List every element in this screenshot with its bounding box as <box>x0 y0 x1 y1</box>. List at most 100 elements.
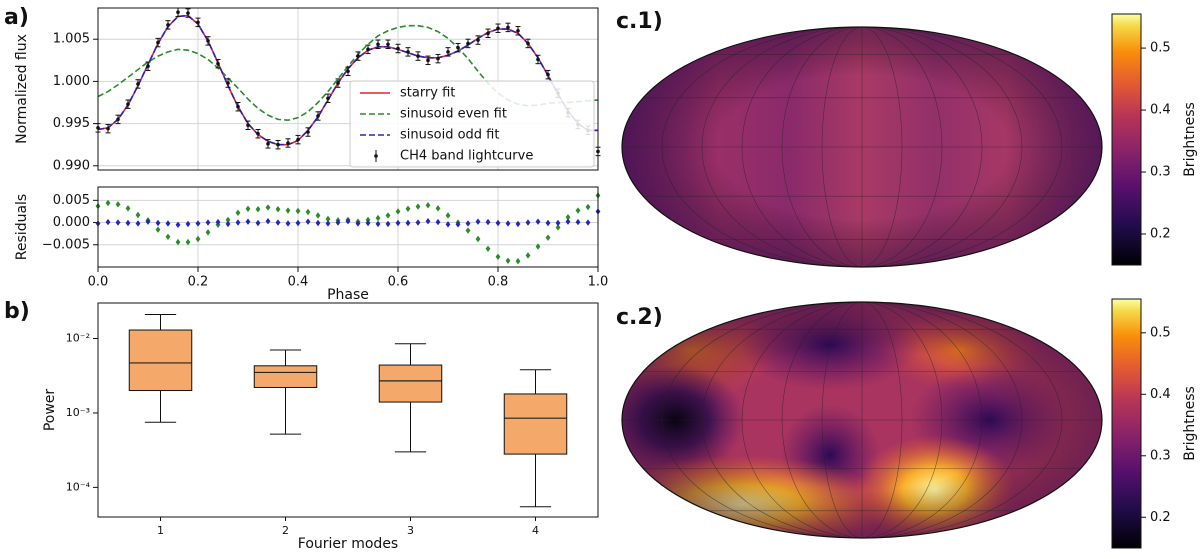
colorbar-tick-label: 0.4 <box>1150 103 1171 118</box>
colorbar-tick-label: 0.5 <box>1150 41 1171 56</box>
error-point <box>545 69 551 80</box>
point <box>536 57 540 62</box>
point <box>476 38 480 42</box>
residual-point <box>105 199 111 207</box>
error-point <box>325 93 331 103</box>
residual-point <box>495 253 501 260</box>
point <box>196 20 200 25</box>
error-point <box>525 38 531 49</box>
point <box>126 102 130 106</box>
error-point <box>475 35 481 45</box>
residual-point <box>415 203 421 210</box>
point <box>426 58 430 63</box>
residual-point <box>215 218 221 226</box>
residual-point <box>365 219 371 227</box>
panel-label: b) <box>4 299 30 324</box>
map <box>622 27 1102 267</box>
error-point <box>365 44 371 55</box>
error-point <box>215 58 221 69</box>
residual-point <box>105 218 111 226</box>
residual-point <box>345 218 351 225</box>
point <box>336 81 340 85</box>
residual-point <box>295 207 301 215</box>
point <box>116 117 120 122</box>
legend-label: CH4 band lightcurve <box>400 149 533 164</box>
residual-point <box>465 227 471 234</box>
residual-point <box>115 201 121 208</box>
residual-point <box>265 218 271 225</box>
residual-point <box>195 220 201 227</box>
residual-point <box>225 220 231 228</box>
y-axis-label: Power <box>42 389 58 432</box>
error-point <box>265 139 271 149</box>
residual-point <box>265 204 271 211</box>
x-tick-label: 0.6 <box>388 275 409 290</box>
residual-point <box>545 234 551 241</box>
residual-point <box>125 219 131 227</box>
error-point <box>455 42 461 53</box>
error-point <box>485 28 491 39</box>
error-point <box>175 7 181 17</box>
y-tick-label: 0.995 <box>53 116 90 131</box>
residual-point <box>395 208 401 215</box>
residual-point <box>535 243 541 250</box>
box <box>503 393 568 455</box>
box <box>378 364 443 403</box>
plot-frame <box>97 186 599 268</box>
residual-point <box>175 238 181 246</box>
point <box>486 31 490 36</box>
residual-point <box>135 211 141 219</box>
residual-point <box>325 220 331 227</box>
error-point <box>155 37 161 48</box>
point <box>346 69 350 74</box>
y-axis-label: Normalized flux <box>14 34 30 144</box>
error-point <box>295 134 301 145</box>
error-point <box>145 61 151 71</box>
point <box>366 47 370 52</box>
residual-point <box>555 219 561 227</box>
box <box>253 365 318 388</box>
point <box>296 137 300 142</box>
point <box>186 11 190 15</box>
map-outline <box>621 301 1103 539</box>
point <box>206 39 210 43</box>
colorbar-tick-label: 0.2 <box>1150 510 1171 525</box>
residual-point <box>195 235 201 243</box>
point <box>276 142 280 147</box>
error-point <box>505 22 511 33</box>
residual-point <box>255 219 261 227</box>
residual-point <box>455 221 461 228</box>
error-point <box>225 78 231 88</box>
point <box>316 114 320 118</box>
residual-point <box>535 218 541 225</box>
point <box>106 126 110 131</box>
colorbar-tick-label: 0.2 <box>1150 227 1171 242</box>
residual-point <box>355 220 361 227</box>
point <box>506 25 510 30</box>
colorbar-tick-label: 0.3 <box>1150 165 1171 180</box>
error-point <box>435 53 441 64</box>
residual-point <box>155 226 161 233</box>
legend-label: sinusoid odd fit <box>400 128 499 143</box>
map-outline <box>621 26 1103 268</box>
point <box>176 10 180 15</box>
residual-point <box>505 257 511 264</box>
legend-swatch <box>374 154 378 158</box>
residual-point <box>475 235 481 243</box>
point <box>526 41 530 46</box>
residual-point <box>515 258 521 265</box>
point <box>256 131 260 136</box>
x-tick-label: 0.8 <box>488 275 509 290</box>
residual-point <box>395 219 401 227</box>
residual-point <box>185 220 191 228</box>
error-point <box>245 120 251 130</box>
residual-point <box>565 218 571 225</box>
y-tick-label: 0.990 <box>53 158 90 173</box>
error-point <box>415 51 421 61</box>
error-point <box>305 127 311 137</box>
point <box>356 54 360 58</box>
point <box>516 28 520 33</box>
residual-point <box>545 219 551 227</box>
y-tick-label: 10⁻³ <box>66 406 90 419</box>
residual-point <box>405 205 411 212</box>
